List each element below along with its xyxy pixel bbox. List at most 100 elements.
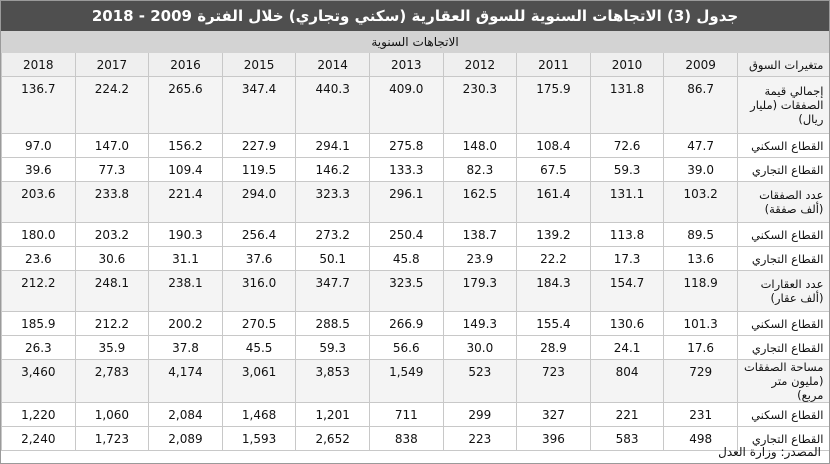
table-cell: 265.6 <box>148 76 223 134</box>
table-cell: 31.1 <box>148 246 223 271</box>
table-cell: 221.4 <box>148 181 223 223</box>
table-cell: 294.0 <box>221 181 296 223</box>
table-cell: 1,723 <box>74 426 149 451</box>
label-column-header: متغيرات السوق <box>736 53 830 77</box>
table-row: القطاع السكني 89.5 113.8 139.2 138.7 250.4 273… <box>1 222 830 247</box>
table-cell: 1,468 <box>221 402 296 427</box>
table-cell: 77.3 <box>74 157 149 182</box>
table-cell: 327 <box>516 402 591 427</box>
table-cell: 24.1 <box>589 335 664 360</box>
table-cell: 583 <box>589 426 664 451</box>
table-cell: 299 <box>442 402 517 427</box>
year-header: 2016 <box>148 53 223 77</box>
table-cell: 162.5 <box>442 181 517 223</box>
year-header: 2017 <box>74 53 149 77</box>
table-cell: 17.6 <box>663 335 738 360</box>
table-cell: 2,240 <box>1 426 76 451</box>
market-trends-table: متغيرات السوق 2009 2010 2011 2012 2013 2… <box>1 53 830 451</box>
table-cell: 56.6 <box>368 335 444 360</box>
row-label: مساحة الصفقات (مليون متر مربع) <box>736 359 830 403</box>
table-cell: 72.6 <box>589 133 664 158</box>
table-cell: 838 <box>368 426 444 451</box>
table-cell: 130.6 <box>589 311 664 336</box>
table-cell: 230.3 <box>442 76 517 134</box>
table-cell: 316.0 <box>221 270 296 312</box>
table-cell: 221 <box>589 402 664 427</box>
row-label: القطاع السكني <box>736 311 830 336</box>
table-cell: 67.5 <box>516 157 591 182</box>
table-cell: 804 <box>589 359 664 403</box>
table-cell: 3,061 <box>221 359 296 403</box>
row-label: القطاع السكني <box>736 133 830 158</box>
table-cell: 131.8 <box>589 76 664 134</box>
table-cell: 26.3 <box>1 335 76 360</box>
table-cell: 101.3 <box>663 311 738 336</box>
table-cell: 155.4 <box>516 311 591 336</box>
table-cell: 30.6 <box>74 246 149 271</box>
table-cell: 523 <box>442 359 517 403</box>
table-subheader: الاتجاهات السنوية <box>1 31 829 53</box>
table-cell: 4,174 <box>148 359 223 403</box>
row-label: القطاع التجاري <box>736 157 830 182</box>
table-cell: 149.3 <box>442 311 517 336</box>
table-cell: 248.1 <box>74 270 149 312</box>
table-row: القطاع السكني 47.7 72.6 108.4 148.0 275.8 294.… <box>1 133 830 158</box>
year-header: 2010 <box>589 53 664 77</box>
table-cell: 270.5 <box>221 311 296 336</box>
table-cell: 2,089 <box>148 426 223 451</box>
table-cell: 256.4 <box>221 222 296 247</box>
table-cell: 45.5 <box>221 335 296 360</box>
table-cell: 23.9 <box>442 246 517 271</box>
table-cell: 396 <box>516 426 591 451</box>
table-cell: 108.4 <box>516 133 591 158</box>
table-cell: 13.6 <box>663 246 738 271</box>
table-cell: 3,853 <box>295 359 370 403</box>
table-body: إجمالي قيمة الصفقات (مليار ريال) 86.7 131.… <box>1 76 830 451</box>
table-cell: 233.8 <box>74 181 149 223</box>
table-row: القطاع السكني 101.3 130.6 155.4 149.3 266.9 28… <box>1 311 830 336</box>
row-label: القطاع السكني <box>736 402 830 427</box>
table-cell: 711 <box>368 402 444 427</box>
table-cell: 723 <box>516 359 591 403</box>
table-cell: 180.0 <box>1 222 76 247</box>
table-cell: 175.9 <box>516 76 591 134</box>
table-cell: 59.3 <box>295 335 370 360</box>
row-label: القطاع التجاري <box>736 246 830 271</box>
table-cell: 203.2 <box>74 222 149 247</box>
table-cell: 223 <box>442 426 517 451</box>
table-cell: 1,593 <box>221 426 296 451</box>
table-cell: 3,460 <box>1 359 76 403</box>
row-label: القطاع السكني <box>736 222 830 247</box>
table-row: عدد الصفقات (ألف صفقة) 103.2 131.1 161.4 162… <box>1 181 830 223</box>
table-cell: 161.4 <box>516 181 591 223</box>
table-cell: 50.1 <box>295 246 370 271</box>
table-cell: 148.0 <box>442 133 517 158</box>
table-title: جدول (3) الاتجاهات السنوية للسوق العقاري… <box>1 1 829 31</box>
row-label: إجمالي قيمة الصفقات (مليار ريال) <box>736 76 830 134</box>
table-cell: 37.6 <box>221 246 296 271</box>
year-header: 2011 <box>516 53 591 77</box>
table-cell: 409.0 <box>368 76 444 134</box>
table-cell: 2,652 <box>295 426 370 451</box>
table-cell: 86.7 <box>663 76 738 134</box>
table-row: القطاع التجاري 13.6 17.3 22.2 23.9 45.8 50.1 37… <box>1 246 830 271</box>
table-cell: 275.8 <box>368 133 444 158</box>
table-cell: 440.3 <box>295 76 370 134</box>
row-label: عدد الصفقات (ألف صفقة) <box>736 181 830 223</box>
table-cell: 729 <box>663 359 738 403</box>
table-row: القطاع التجاري 39.0 59.3 67.5 82.3 133.3 146.2… <box>1 157 830 182</box>
table-cell: 294.1 <box>295 133 370 158</box>
table-cell: 154.7 <box>589 270 664 312</box>
table-cell: 45.8 <box>368 246 444 271</box>
year-header: 2018 <box>1 53 76 77</box>
table-cell: 347.4 <box>221 76 296 134</box>
table-cell: 224.2 <box>74 76 149 134</box>
table-cell: 89.5 <box>663 222 738 247</box>
table-cell: 147.0 <box>74 133 149 158</box>
table-cell: 35.9 <box>74 335 149 360</box>
table-cell: 146.2 <box>295 157 370 182</box>
table-cell: 97.0 <box>1 133 76 158</box>
year-header: 2009 <box>663 53 738 77</box>
table-row: القطاع التجاري 498 583 396 223 838 2,652 1,593 2… <box>1 426 830 451</box>
